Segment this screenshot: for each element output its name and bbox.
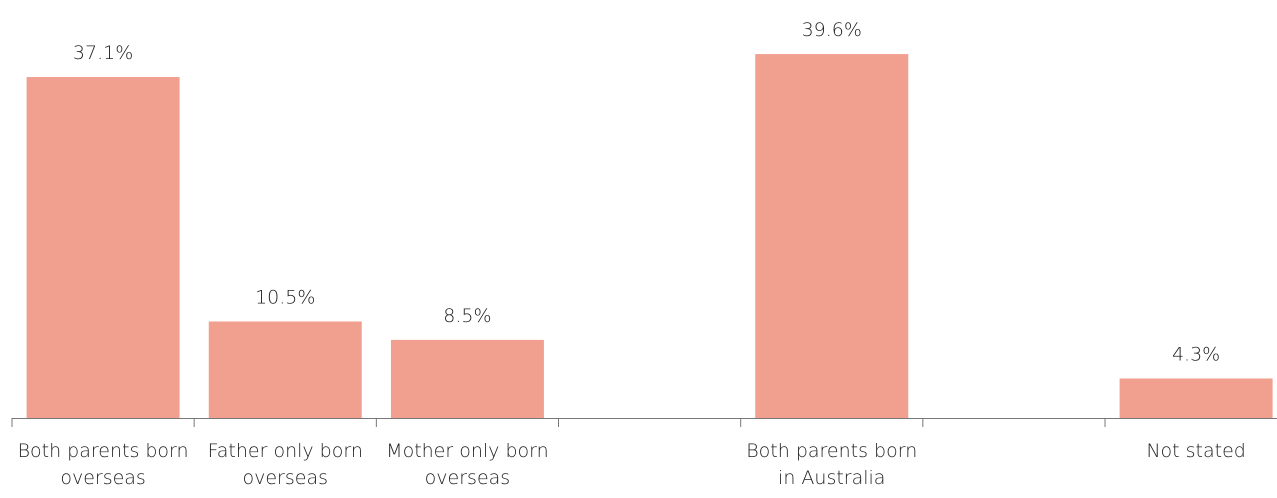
- bar: [1119, 378, 1273, 418]
- x-tick-label: Father only born overseas: [207, 440, 363, 489]
- x-tick-label: Mother only born overseas: [386, 440, 549, 489]
- data-label: 8.5%: [443, 305, 491, 327]
- data-label: 10.5%: [255, 287, 315, 309]
- data-label: 4.3%: [1172, 343, 1220, 365]
- x-tick-label: Both parents born overseas: [17, 440, 189, 489]
- data-label: 39.6%: [802, 19, 862, 41]
- bar: [26, 77, 180, 419]
- x-tick-label: Not stated: [1146, 440, 1246, 462]
- x-tick-label: Both parents born in Australia: [746, 440, 918, 489]
- data-label: 37.1%: [73, 42, 133, 64]
- bar: [390, 339, 544, 418]
- bar: [208, 321, 362, 418]
- bar: [755, 54, 909, 419]
